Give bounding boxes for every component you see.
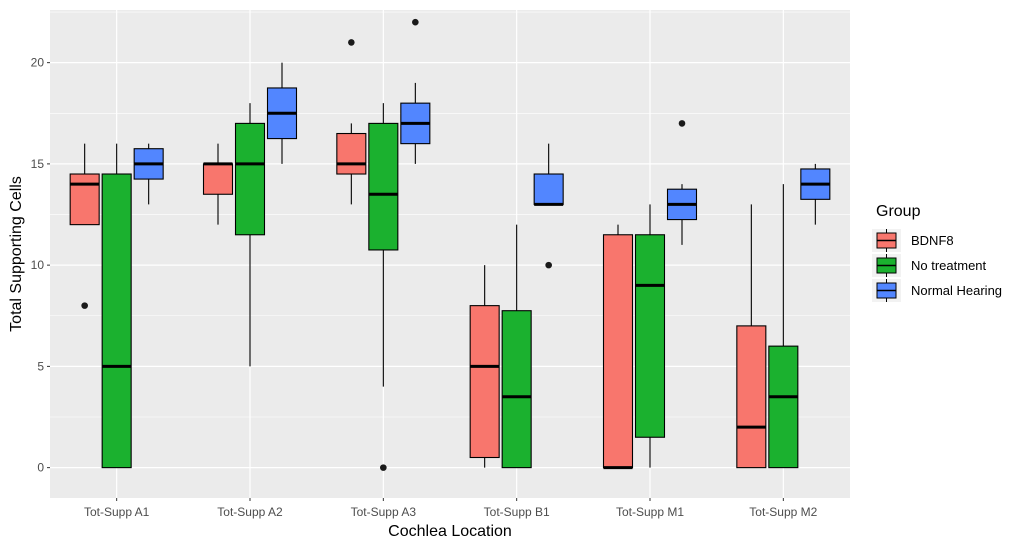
box-bdnf8	[736, 204, 767, 469]
box-no-treatment	[634, 204, 666, 468]
box-normal-hearing	[533, 143, 564, 269]
boxes	[69, 18, 831, 471]
outlier-point	[545, 261, 552, 269]
y-tick-label: 15	[31, 157, 45, 171]
legend-item: No treatment	[872, 254, 987, 277]
x-tick-label: Tot-Supp B1	[484, 505, 550, 519]
legend-item: Normal Hearing	[872, 279, 1002, 302]
outlier-point	[380, 464, 387, 471]
box-bdnf8	[336, 39, 367, 205]
x-tick-label: Tot-Supp A2	[217, 505, 283, 519]
box-iqr	[101, 173, 132, 469]
plot-panel	[50, 10, 850, 498]
y-axis-title: Total Supporting Cells	[8, 176, 25, 332]
box-iqr	[768, 345, 799, 469]
x-tick-label: Tot-Supp A1	[84, 505, 150, 519]
box-normal-hearing	[800, 163, 831, 225]
y-tick-label: 0	[37, 461, 44, 475]
y-tick-label: 20	[31, 56, 45, 70]
box-normal-hearing	[400, 18, 431, 164]
box-normal-hearing	[666, 120, 698, 245]
legend-title: Group	[876, 203, 921, 220]
box-no-treatment	[768, 184, 799, 469]
x-tick-label: Tot-Supp A3	[351, 505, 417, 519]
y-axis: 0 5 10 15 20	[31, 56, 50, 475]
box-bdnf8	[602, 224, 634, 470]
box-iqr	[736, 325, 767, 469]
box-normal-hearing	[133, 143, 164, 205]
box-normal-hearing	[266, 62, 298, 164]
y-tick-label: 5	[37, 359, 44, 373]
y-tick-label: 10	[31, 258, 45, 272]
box-iqr	[368, 122, 399, 251]
box-no-treatment	[101, 143, 132, 469]
x-axis-title: Cochlea Location	[388, 523, 512, 540]
box-iqr	[602, 234, 634, 469]
box-no-treatment	[501, 224, 532, 469]
outlier-point	[412, 18, 419, 26]
legend-label: BDNF8	[911, 233, 954, 248]
box-iqr	[501, 310, 532, 469]
x-tick-label: Tot-Supp M1	[616, 505, 684, 519]
legend-item: BDNF8	[872, 229, 954, 252]
box-bdnf8	[69, 143, 100, 309]
box-no-treatment	[234, 103, 266, 367]
box-iqr	[336, 132, 367, 175]
outlier-point	[348, 39, 355, 46]
box-iqr	[202, 163, 234, 195]
legend: Group BDNF8 No treatment Normal Hearing	[872, 203, 1002, 302]
x-tick-label: Tot-Supp M2	[749, 505, 817, 519]
box-iqr	[234, 122, 266, 236]
box-iqr	[69, 173, 100, 226]
box-bdnf8	[202, 143, 234, 225]
outlier-point	[678, 120, 686, 127]
box-iqr	[533, 173, 564, 205]
box-bdnf8	[469, 265, 500, 468]
legend-label: Normal Hearing	[911, 283, 1002, 298]
outlier-point	[81, 302, 88, 309]
box-iqr	[469, 305, 500, 459]
box-no-treatment	[368, 103, 399, 471]
legend-label: No treatment	[911, 258, 987, 273]
x-axis: Tot-Supp A1 Tot-Supp A2 Tot-Supp A3 Tot-Sup…	[84, 498, 818, 519]
box-iqr	[634, 234, 666, 438]
